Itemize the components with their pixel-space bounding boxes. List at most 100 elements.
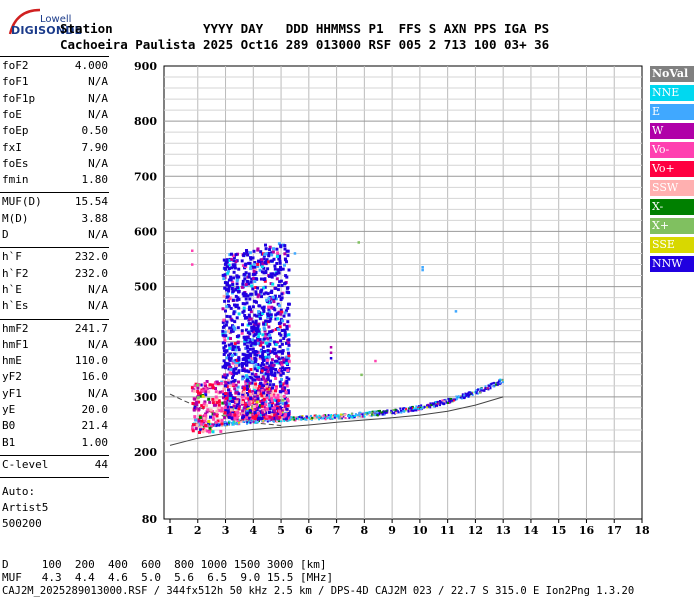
echo-point <box>455 398 458 401</box>
echo-point <box>225 373 229 377</box>
echo-point <box>257 293 261 297</box>
echo-point <box>231 423 234 426</box>
y-tick-label: 200 <box>134 446 157 459</box>
echo-point <box>272 257 276 261</box>
echo-point <box>225 314 229 318</box>
echo-point <box>225 320 229 324</box>
echo-point <box>262 266 266 270</box>
echo-point <box>475 389 478 392</box>
echo-point <box>434 401 437 404</box>
echo-point <box>316 416 319 419</box>
param-label: yE <box>2 403 16 416</box>
echo-point <box>487 388 490 391</box>
echo-point <box>254 391 258 395</box>
echo-point <box>270 366 273 370</box>
echo-point <box>269 272 273 276</box>
echo-point <box>234 391 238 395</box>
echo-point <box>439 400 442 403</box>
echo-point <box>208 383 212 387</box>
echo-point <box>263 253 267 257</box>
echo-point <box>249 267 253 271</box>
echo-point <box>283 332 287 336</box>
echo-point <box>224 392 228 395</box>
echo-point <box>237 370 241 374</box>
echo-point <box>270 253 274 257</box>
x-tick-label: 16 <box>579 524 595 537</box>
echo-point <box>275 247 279 251</box>
echo-point <box>344 413 347 416</box>
param-label: foF2 <box>2 59 29 72</box>
echo-point <box>293 418 296 421</box>
echo-point <box>430 404 433 407</box>
echo-point <box>487 387 489 390</box>
echo-point <box>280 378 283 381</box>
echo-point <box>253 360 257 363</box>
param-mufd: MUF(D) 15.54 <box>2 195 108 211</box>
echo-point <box>391 412 394 415</box>
param-separator <box>0 247 109 249</box>
echo-point <box>272 394 276 398</box>
echo-point <box>241 409 245 413</box>
echo-point <box>225 385 229 389</box>
echo-point <box>376 412 379 415</box>
echo-point <box>223 266 227 270</box>
echo-point <box>261 385 265 389</box>
echo-point <box>264 341 268 345</box>
echo-point <box>283 252 287 256</box>
echo-point <box>243 277 247 281</box>
echo-point <box>251 407 255 411</box>
echo-point <box>260 260 264 264</box>
echo-point <box>229 337 232 340</box>
echo-point <box>226 405 229 409</box>
echo-point <box>274 313 278 317</box>
echo-point <box>454 398 456 401</box>
echo-point <box>249 368 253 371</box>
echo-point <box>294 417 297 420</box>
echo-point <box>206 408 210 412</box>
echo-point <box>353 414 356 417</box>
echo-point <box>217 424 220 427</box>
echo-point <box>329 357 333 360</box>
echo-point <box>264 243 267 247</box>
echo-point <box>269 297 273 301</box>
echo-point <box>428 404 431 407</box>
echo-point <box>256 336 260 340</box>
echo-point <box>268 248 272 252</box>
param-label: fxI <box>2 140 22 154</box>
echo-point <box>274 396 278 400</box>
echo-point <box>237 267 241 271</box>
echo-point <box>234 253 238 257</box>
echo-point <box>348 416 351 419</box>
echo-point <box>264 403 268 407</box>
param-hmf1: hmF1 N/A <box>2 338 108 354</box>
echo-point <box>266 358 269 362</box>
echo-point <box>447 397 450 400</box>
echo-point <box>415 409 418 412</box>
echo-point <box>412 408 415 411</box>
echo-point <box>246 421 249 424</box>
echo-point <box>232 312 236 316</box>
echo-point <box>326 415 329 418</box>
echo-point <box>357 241 360 244</box>
echo-point <box>262 419 265 422</box>
echo-point <box>446 402 449 404</box>
echo-point <box>231 345 235 348</box>
echo-point <box>236 277 240 281</box>
echo-point <box>193 397 197 401</box>
echo-point <box>234 260 238 263</box>
echo-point <box>224 334 228 338</box>
legend-item-nne: NNE <box>650 85 694 101</box>
legend-item-noval: NoVal <box>650 66 694 82</box>
echo-point <box>258 338 262 342</box>
echo-point <box>243 362 247 366</box>
echo-point <box>254 407 258 411</box>
echo-point <box>245 363 249 367</box>
echo-point <box>256 341 260 345</box>
echo-point <box>222 392 226 396</box>
echo-point <box>260 404 264 408</box>
echo-point <box>279 417 283 421</box>
echo-point <box>371 410 374 413</box>
echo-point <box>286 306 290 310</box>
echo-point <box>475 392 478 395</box>
echo-point <box>247 393 250 397</box>
